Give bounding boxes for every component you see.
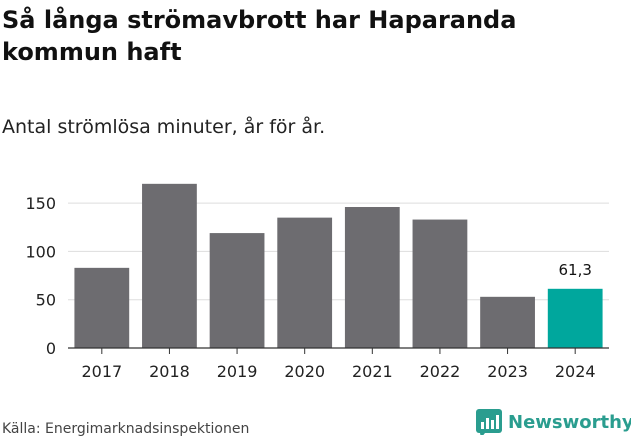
bar-2022 [412, 219, 468, 348]
x-tick-label-2021: 2021 [352, 362, 393, 381]
x-tick-label-2023: 2023 [487, 362, 528, 381]
bar-2021 [344, 207, 400, 348]
chart-subtitle: Antal strömlösa minuter, år för år. [2, 116, 326, 138]
x-tick-label-2020: 2020 [284, 362, 325, 381]
x-tick-label-2017: 2017 [81, 362, 122, 381]
y-tick-label-50: 50 [36, 291, 56, 310]
chart-icon [476, 409, 502, 435]
bar-2023 [480, 296, 535, 348]
y-tick-label-100: 100 [25, 242, 56, 261]
chart-title: Så långa strömavbrott har Haparanda komm… [2, 6, 517, 66]
brand-logo: Newsworthy [476, 407, 631, 437]
bar-2019 [209, 233, 265, 348]
y-tick-label-150: 150 [25, 194, 56, 213]
bar-chart: 0 50 100 150 2017 2018 2019 2020 2021 2022 2023 202… [25, 183, 609, 381]
y-tick-label-0: 0 [46, 339, 56, 358]
bar-2018 [142, 183, 197, 348]
bar-2020 [277, 217, 333, 348]
brand-name: Newsworthy [508, 411, 631, 433]
source-note: Källa: Energimarknadsinspektionen [2, 421, 250, 437]
bar-2017 [74, 267, 130, 348]
x-tick-label-2022: 2022 [420, 362, 461, 381]
x-tick-label-2018: 2018 [149, 362, 190, 381]
x-tick-label-2024: 2024 [555, 362, 596, 381]
data-label-2024: 61,3 [558, 261, 591, 279]
bar-2024 [547, 288, 603, 348]
x-tick-label-2019: 2019 [217, 362, 258, 381]
